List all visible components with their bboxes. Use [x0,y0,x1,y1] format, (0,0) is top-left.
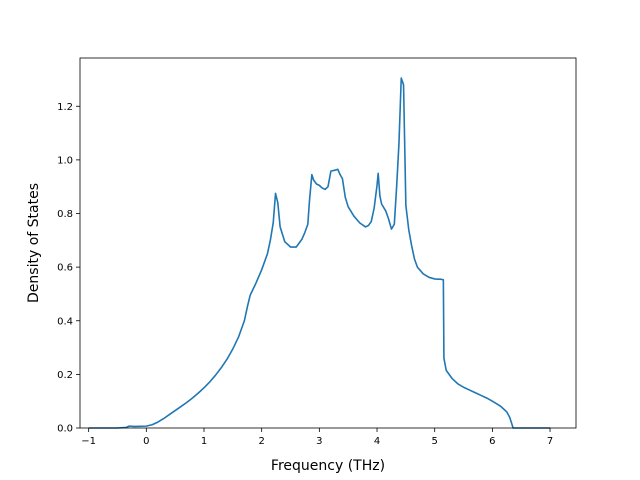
y-tick-label: 0.6 [57,263,73,274]
x-tick-label: 0 [143,436,149,447]
y-tick-label: 0.2 [57,370,73,381]
y-tick-label: 1.2 [57,102,73,113]
x-axis-label: Frequency (THz) [271,458,385,474]
x-axis-ticks: −1 0 1 2 3 4 5 6 7 [81,428,553,447]
y-tick-label: 0.0 [57,424,73,435]
series-line-0 [88,77,551,429]
x-tick-label: 3 [316,436,322,447]
x-tick-label: −1 [81,436,96,447]
x-tick-label: 2 [258,436,264,447]
y-tick-label: 0.8 [57,209,73,220]
axes-frame [79,57,577,429]
y-axis-ticks: 0.0 0.2 0.4 0.6 0.8 1.0 1.2 [57,102,80,435]
x-tick-label: 5 [432,436,438,447]
x-tick-label: 6 [489,436,495,447]
y-tick-label: 1.0 [57,155,73,166]
x-tick-label: 1 [201,436,207,447]
y-tick-label: 0.4 [57,316,73,327]
x-tick-label: 4 [374,436,380,447]
series-layer [88,77,551,429]
y-axis-label: Density of States [26,183,42,303]
x-tick-label: 7 [547,436,553,447]
plot-area [80,58,576,428]
